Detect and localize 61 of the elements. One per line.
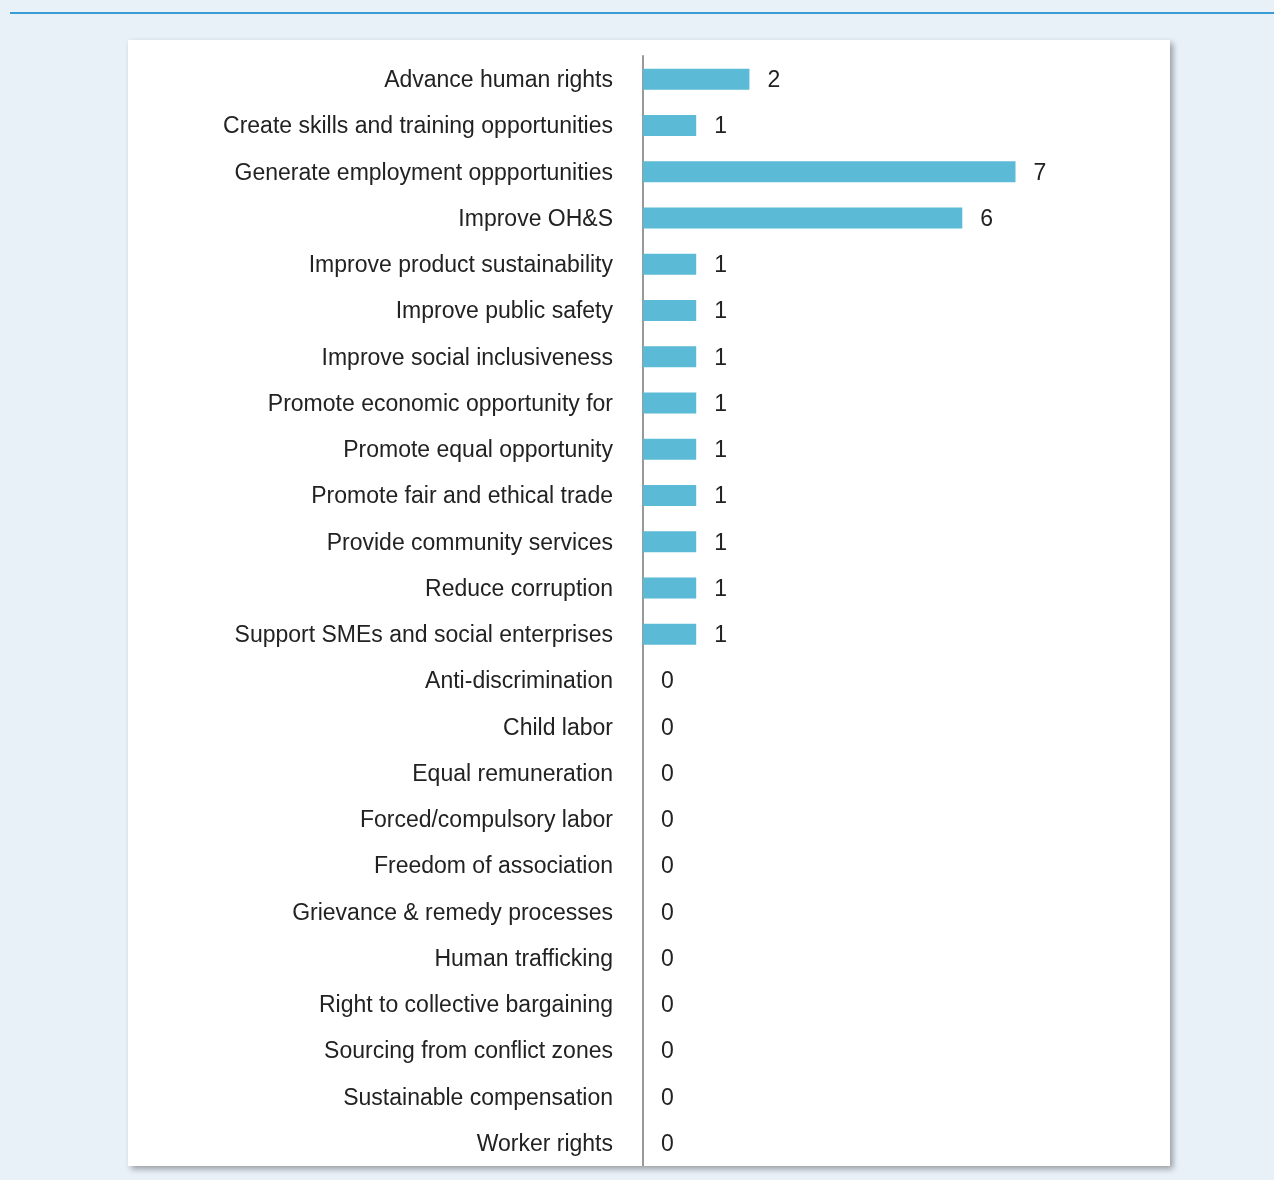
bar xyxy=(643,299,697,321)
y-tick-label: Improve public safety xyxy=(395,297,614,324)
data-label: 1 xyxy=(714,574,728,601)
data-label: 0 xyxy=(661,1037,674,1064)
bar xyxy=(643,438,697,460)
data-label: 1 xyxy=(714,297,728,324)
y-tick-label: Reduce corruption xyxy=(425,574,613,601)
y-tick-label: Grievance & remedy processes xyxy=(292,898,613,925)
y-tick-label: Improve product sustainability xyxy=(308,251,614,278)
y-tick-label: Generate employment oppportunities xyxy=(234,158,613,185)
bar xyxy=(643,484,697,506)
bar xyxy=(643,531,697,553)
data-label: 0 xyxy=(661,759,674,786)
y-tick-label: Worker rights xyxy=(476,1129,613,1156)
y-tick-label: Child labor xyxy=(503,713,614,740)
y-tick-label: Improve social inclusiveness xyxy=(321,343,613,370)
data-label: 6 xyxy=(980,204,994,231)
y-tick-label: Provide community services xyxy=(326,528,613,555)
y-tick-label: Human trafficking xyxy=(434,944,613,971)
data-label: 0 xyxy=(661,852,674,879)
y-tick-label: Support SMEs and social enterprises xyxy=(234,621,613,648)
data-label: 0 xyxy=(661,1129,674,1156)
bar xyxy=(643,68,750,90)
bar xyxy=(643,253,697,275)
y-tick-label: Create skills and training opportunities xyxy=(223,112,613,139)
data-label: 1 xyxy=(714,112,728,139)
data-label: 1 xyxy=(714,528,728,555)
data-label: 0 xyxy=(661,713,674,740)
y-tick-label: Promote economic opportunity for xyxy=(267,389,614,416)
data-label: 0 xyxy=(661,1083,674,1110)
y-tick-label: Improve OH&S xyxy=(458,204,613,231)
bar xyxy=(643,114,697,136)
data-label: 7 xyxy=(1033,158,1047,185)
y-tick-label: Sustainable compensation xyxy=(343,1083,613,1110)
data-label: 1 xyxy=(714,436,728,463)
data-label: 2 xyxy=(767,66,781,93)
y-tick-label: Promote fair and ethical trade xyxy=(311,482,613,509)
y-tick-label: Equal remuneration xyxy=(412,759,613,786)
data-label: 0 xyxy=(661,898,674,925)
data-label: 1 xyxy=(714,343,728,370)
bar xyxy=(643,161,1016,183)
bar xyxy=(643,207,963,229)
bar xyxy=(643,577,697,599)
data-label: 1 xyxy=(714,251,728,278)
data-label: 0 xyxy=(661,806,674,833)
data-label: 0 xyxy=(661,667,674,694)
y-tick-label: Advance human rights xyxy=(384,66,613,93)
data-label: 1 xyxy=(714,389,728,416)
data-label: 1 xyxy=(714,482,728,509)
y-tick-label: Anti-discrimination xyxy=(425,667,613,694)
y-tick-label: Right to collective bargaining xyxy=(318,991,613,1018)
data-label: 1 xyxy=(714,621,728,648)
bar xyxy=(643,392,697,414)
bar xyxy=(643,346,697,368)
y-tick-label: Promote equal opportunity xyxy=(343,436,614,463)
data-label: 0 xyxy=(661,991,674,1018)
data-label: 0 xyxy=(661,944,674,971)
y-tick-label: Forced/compulsory labor xyxy=(359,806,614,833)
bar xyxy=(643,623,697,645)
y-tick-label: Sourcing from conflict zones xyxy=(324,1037,613,1064)
y-tick-label: Freedom of association xyxy=(373,852,613,879)
